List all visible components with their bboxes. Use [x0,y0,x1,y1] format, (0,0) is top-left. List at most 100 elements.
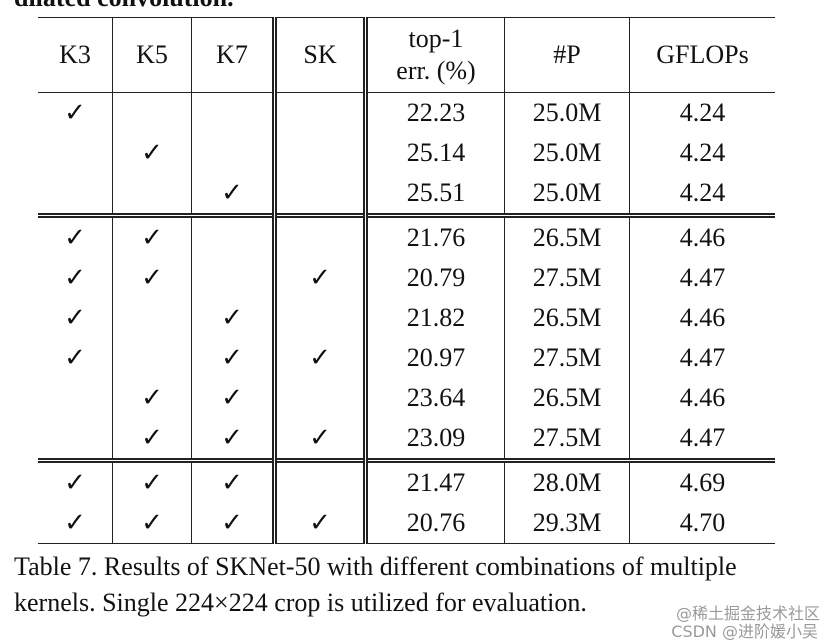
table-cell: 4.46 [679,383,726,412]
table-cell: 4.70 [679,508,726,537]
table-cell: 21.76 [365,213,505,258]
table-cell [191,213,277,258]
table-row: ✓ ✓ 21.82 26.5M 4.46 [38,298,775,338]
table-row: ✓ ✓ ✓ 23.09 27.5M 4.47 [38,418,775,461]
caption: Table 7. Results of SKNet-50 with differ… [14,552,737,617]
table-cell: ✓ [112,418,192,461]
table-cell: 26.5M [504,298,630,338]
table-cell [112,298,192,338]
table-row: ✓ 25.14 25.0M 4.24 [38,133,775,173]
table-cell: 22.23 [365,92,505,133]
table-cell: 20.79 [365,258,505,298]
table-cell: 27.5M [504,258,630,298]
table-cell: 26.5M [504,378,630,418]
header-cell: K5 [112,17,192,93]
table-cell [38,418,113,461]
table-cell: 4.24 [679,98,726,127]
table-cell: 4.69 [629,458,775,503]
table-cell: ✓ [191,378,277,418]
header-cell: K7 [191,17,277,93]
table-cell: 21.47 [365,458,505,503]
table-cell: ✓ [38,92,113,133]
results-table: K3 K5 K7 SK top-1 err. (%) #P GFLOPs ✓ 22.23 25.… [38,17,775,544]
table-cell [191,92,277,133]
table-cell: 4.46 [679,303,726,332]
header-row: K3 K5 K7 SK top-1 err. (%) #P GFLOPs [38,17,775,93]
table-cell: ✓ [274,258,368,298]
table-cell: ✓ [274,418,368,461]
table-cell: 25.0M [504,92,630,133]
table-cell: ✓ [38,298,113,338]
table-cell [274,213,368,258]
table-cell: 4.24 [679,178,726,207]
table-cell: 21.82 [365,298,505,338]
watermark: CSDN @进阶媛小吴 [671,622,818,641]
table-cell: ✓ [191,503,277,544]
table-cell [274,173,368,216]
table-cell: 23.64 [365,378,505,418]
table-cell: ✓ [112,378,192,418]
table-cell [38,378,113,418]
header-cell: top-1 err. (%) [365,17,505,93]
table-cell [274,133,368,173]
table-cell [112,173,192,216]
table-cell: ✓ [38,338,113,378]
table-cell: ✓ [112,503,192,544]
table-row: ✓ ✓ ✓ 20.97 27.5M 4.47 [38,338,775,378]
table-cell: 20.97 [365,338,505,378]
table-cell [274,92,368,133]
table-cell [274,378,368,418]
header-cell: SK [274,17,368,93]
table-cell [38,173,113,216]
table-cell: ✓ [191,418,277,461]
table-row: ✓ ✓ 23.64 26.5M 4.46 [38,378,775,418]
header-cell: GFLOPs [629,17,775,93]
table-cell: 25.14 [365,133,505,173]
table-cell [112,338,192,378]
table-cell: ✓ [191,338,277,378]
table-cell: 20.76 [365,503,505,544]
table-cell [274,298,368,338]
table-row: ✓ 22.23 25.0M 4.24 [38,92,775,133]
table-cell: ✓ [112,258,192,298]
table-cell: 29.3M [504,503,630,544]
table-cell: ✓ [191,298,277,338]
table-cell: 4.46 [629,213,775,258]
table-cell: 26.5M [504,213,630,258]
table-cell: ✓ [38,458,113,503]
table-cell: 25.0M [504,133,630,173]
table-cell: 4.47 [679,343,726,372]
table-row: ✓ ✓ ✓ ✓ 20.76 29.3M 4.70 [38,503,775,544]
table-cell [191,258,277,298]
table-cell: ✓ [191,458,277,503]
table-cell: ✓ [38,503,113,544]
table-cell: ✓ [112,133,192,173]
table-cell [191,133,277,173]
table-cell: ✓ [191,173,277,216]
table-cell: ✓ [274,503,368,544]
watermark: @稀土掘金技术社区 [675,604,820,623]
table-cell [112,92,192,133]
table-cell: ✓ [112,458,192,503]
table-cell: 4.47 [679,263,726,292]
table-cell: 4.47 [679,423,726,452]
table-row: ✓ 25.51 25.0M 4.24 [38,173,775,216]
header-cell: K3 [38,17,113,93]
table-cell: 27.5M [504,338,630,378]
table-cell [38,133,113,173]
table-cell: ✓ [112,213,192,258]
table-row: ✓ ✓ ✓ 20.79 27.5M 4.47 [38,258,775,298]
table-row: ✓ ✓ ✓ 21.47 28.0M 4.69 [38,458,775,503]
table-cell: 27.5M [504,418,630,461]
table-row: ✓ ✓ 21.76 26.5M 4.46 [38,213,775,258]
table-cell: ✓ [38,213,113,258]
header-cell: #P [504,17,630,93]
top-text: dilated convolution. [14,0,234,13]
table-cell: 23.09 [365,418,505,461]
table-cell: 25.51 [365,173,505,216]
table-cell: ✓ [38,258,113,298]
table-cell: 4.24 [679,138,726,167]
table-cell: 28.0M [504,458,630,503]
table-cell: 25.0M [504,173,630,216]
